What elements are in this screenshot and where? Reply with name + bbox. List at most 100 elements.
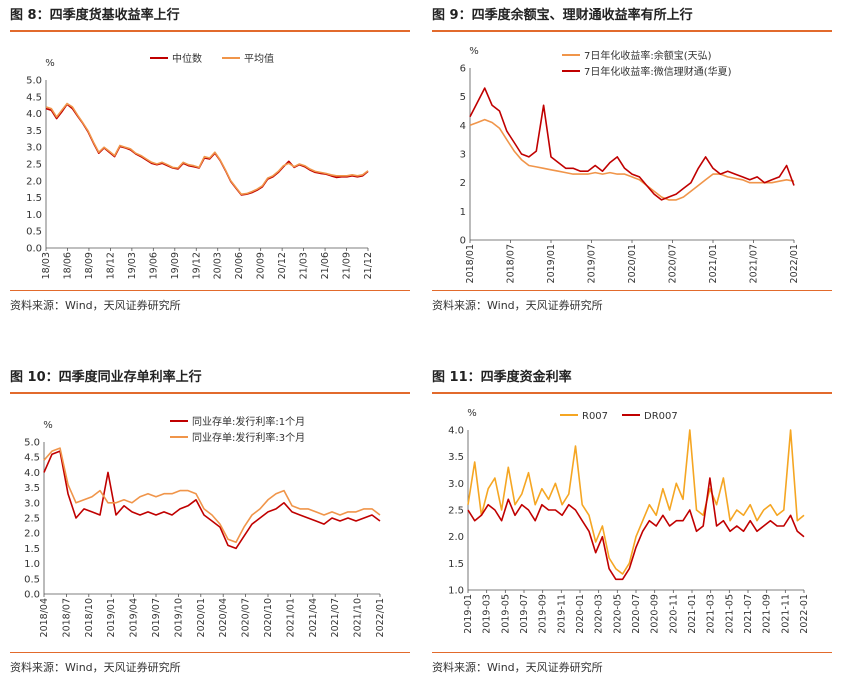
y-tick-label: 3.5: [26, 126, 42, 137]
y-tick-label: 2.0: [24, 529, 40, 540]
y-tick-label: 1.0: [24, 559, 40, 570]
y-tick-label: 1.0: [26, 210, 42, 221]
y-tick-label: 3.5: [24, 483, 40, 494]
x-tick-label: 2020/01: [627, 244, 638, 283]
source-note: 资料来源：Wind，天风证券研究所: [10, 299, 181, 312]
figure-title: 图 11：四季度资金利率: [432, 370, 572, 385]
x-tick-label: 2021/04: [308, 598, 319, 637]
x-tick-label: 2020-01: [575, 594, 586, 634]
x-tick-label: 2019/01: [106, 598, 117, 637]
x-tick-label: 2020/07: [241, 598, 252, 637]
x-tick-label: 2020-05: [612, 594, 623, 634]
x-tick-label: 2021/01: [708, 244, 719, 283]
y-tick-label: 0.0: [24, 590, 40, 601]
y-axis-unit-label: %: [467, 408, 477, 419]
y-axis-unit-label: %: [469, 46, 479, 57]
x-tick-label: 21/03: [299, 252, 310, 279]
figure-title: 图 9：四季度余额宝、理财通收益率有所上行: [432, 8, 693, 23]
y-axis-unit-label: %: [43, 420, 53, 431]
x-tick-label: 18/03: [41, 252, 52, 279]
x-tick-label: 2021/10: [353, 598, 364, 637]
x-tick-label: 21/06: [320, 252, 331, 279]
chart-fig11: % 1.0 1.5 2.0 2.5 3.0 3.5 4.0 2019-01 2019-03 2019…: [448, 408, 810, 634]
y-tick-label: 3.0: [448, 479, 464, 490]
y-tick-label: 0.5: [26, 227, 42, 238]
x-tick-label: 2021-03: [706, 594, 717, 634]
series-line: [45, 103, 369, 196]
series-line: [469, 118, 795, 201]
legend-label: 同业存单:发行利率:1个月: [192, 415, 305, 428]
y-tick-label: 4.0: [26, 109, 42, 120]
x-tick-label: 2021-11: [780, 594, 791, 634]
panel-fig11: 图 11：四季度资金利率 % 1.0 1.5 2.0 2.5 3.0 3.5 4.0 2019-…: [432, 366, 832, 679]
chart-fig10: % 0.0 0.5 1.0 1.5 2.0 2.5 3.0 3.5 4.0 4.5 5.0 2018/0…: [24, 415, 386, 637]
x-tick-label: 2022/01: [789, 244, 800, 283]
y-tick-label: 2.0: [448, 532, 464, 543]
bottom-rule: [432, 652, 832, 653]
x-tick-label: 2020/10: [263, 598, 274, 637]
x-tick-label: 2021-07: [743, 594, 754, 634]
x-tick-label: 19/12: [191, 252, 202, 279]
series-line: [43, 450, 381, 550]
y-tick-label: 2.5: [448, 506, 464, 517]
y-tick-label: 3.0: [26, 143, 42, 154]
y-tick-label: 3.5: [448, 452, 464, 463]
legend-label: 中位数: [172, 52, 202, 65]
y-tick-label: 1.5: [24, 544, 40, 555]
y-tick-label: 4: [460, 121, 466, 132]
y-tick-label: 1.0: [448, 586, 464, 597]
x-tick-label: 2021/07: [749, 244, 760, 283]
y-tick-label: 5: [460, 92, 466, 103]
y-tick-label: 4.5: [24, 453, 40, 464]
y-tick-label: 1: [460, 207, 466, 218]
y-tick-label: 3.0: [24, 498, 40, 509]
x-tick-label: 2021-05: [724, 594, 735, 634]
x-tick-label: 20/12: [277, 252, 288, 279]
y-tick-label: 4.0: [448, 426, 464, 437]
x-tick-label: 2020/07: [668, 244, 679, 283]
x-tick-label: 2019/10: [173, 598, 184, 637]
x-tick-label: 2019/01: [546, 244, 557, 283]
series-line: [45, 102, 369, 195]
y-tick-label: 2.5: [26, 160, 42, 171]
x-tick-label: 2022/01: [375, 598, 386, 637]
bottom-rule: [10, 652, 410, 653]
x-tick-label: 2021/07: [330, 598, 341, 637]
chart-fig8: % 0.0 0.5 1.0 1.5 2.0 2.5 3.0 3.5 4.0 4.5 5.0 18/03 1…: [26, 52, 374, 279]
x-tick-label: 2019-11: [556, 594, 567, 634]
x-tick-label: 18/06: [62, 252, 73, 279]
y-tick-label: 1.5: [448, 559, 464, 570]
x-tick-label: 18/09: [84, 252, 95, 279]
x-tick-label: 21/09: [342, 252, 353, 279]
x-tick-label: 18/12: [105, 252, 116, 279]
title-rule: [432, 392, 832, 394]
legend-label: 平均值: [244, 52, 274, 65]
legend-label: 7日年化收益率:微信理财通(华夏): [584, 65, 732, 78]
figure-title: 图 8：四季度货基收益率上行: [10, 8, 180, 23]
y-tick-label: 5.0: [24, 438, 40, 449]
panel-fig9: 图 9：四季度余额宝、理财通收益率有所上行 % 0 1 2 3 4 5 6 2018/01 201…: [432, 4, 832, 334]
title-rule: [432, 30, 832, 32]
title-rule: [10, 30, 410, 32]
x-tick-label: 2020/04: [218, 598, 229, 637]
x-tick-label: 19/06: [148, 252, 159, 279]
legend-label: 7日年化收益率:余额宝(天弘): [584, 49, 712, 62]
series-line: [467, 429, 805, 575]
y-tick-label: 2.5: [24, 514, 40, 525]
source-note: 资料来源：Wind，天风证券研究所: [432, 299, 603, 312]
x-tick-label: 2022-01: [799, 594, 810, 634]
y-tick-label: 0.5: [24, 574, 40, 585]
bottom-rule: [10, 290, 410, 291]
x-tick-label: 2018/04: [39, 598, 50, 637]
legend-label: DR007: [644, 411, 678, 422]
legend-label: 同业存单:发行利率:3个月: [192, 431, 305, 444]
series-line: [467, 477, 805, 581]
source-note: 资料来源：Wind，天风证券研究所: [432, 661, 603, 674]
x-tick-label: 20/09: [256, 252, 267, 279]
x-tick-label: 2020-11: [668, 594, 679, 634]
x-tick-label: 2018/07: [61, 598, 72, 637]
x-tick-label: 2019-05: [500, 594, 511, 634]
title-rule: [10, 392, 410, 394]
figure-title: 图 10：四季度同业存单利率上行: [10, 370, 202, 385]
x-tick-label: 19/03: [127, 252, 138, 279]
